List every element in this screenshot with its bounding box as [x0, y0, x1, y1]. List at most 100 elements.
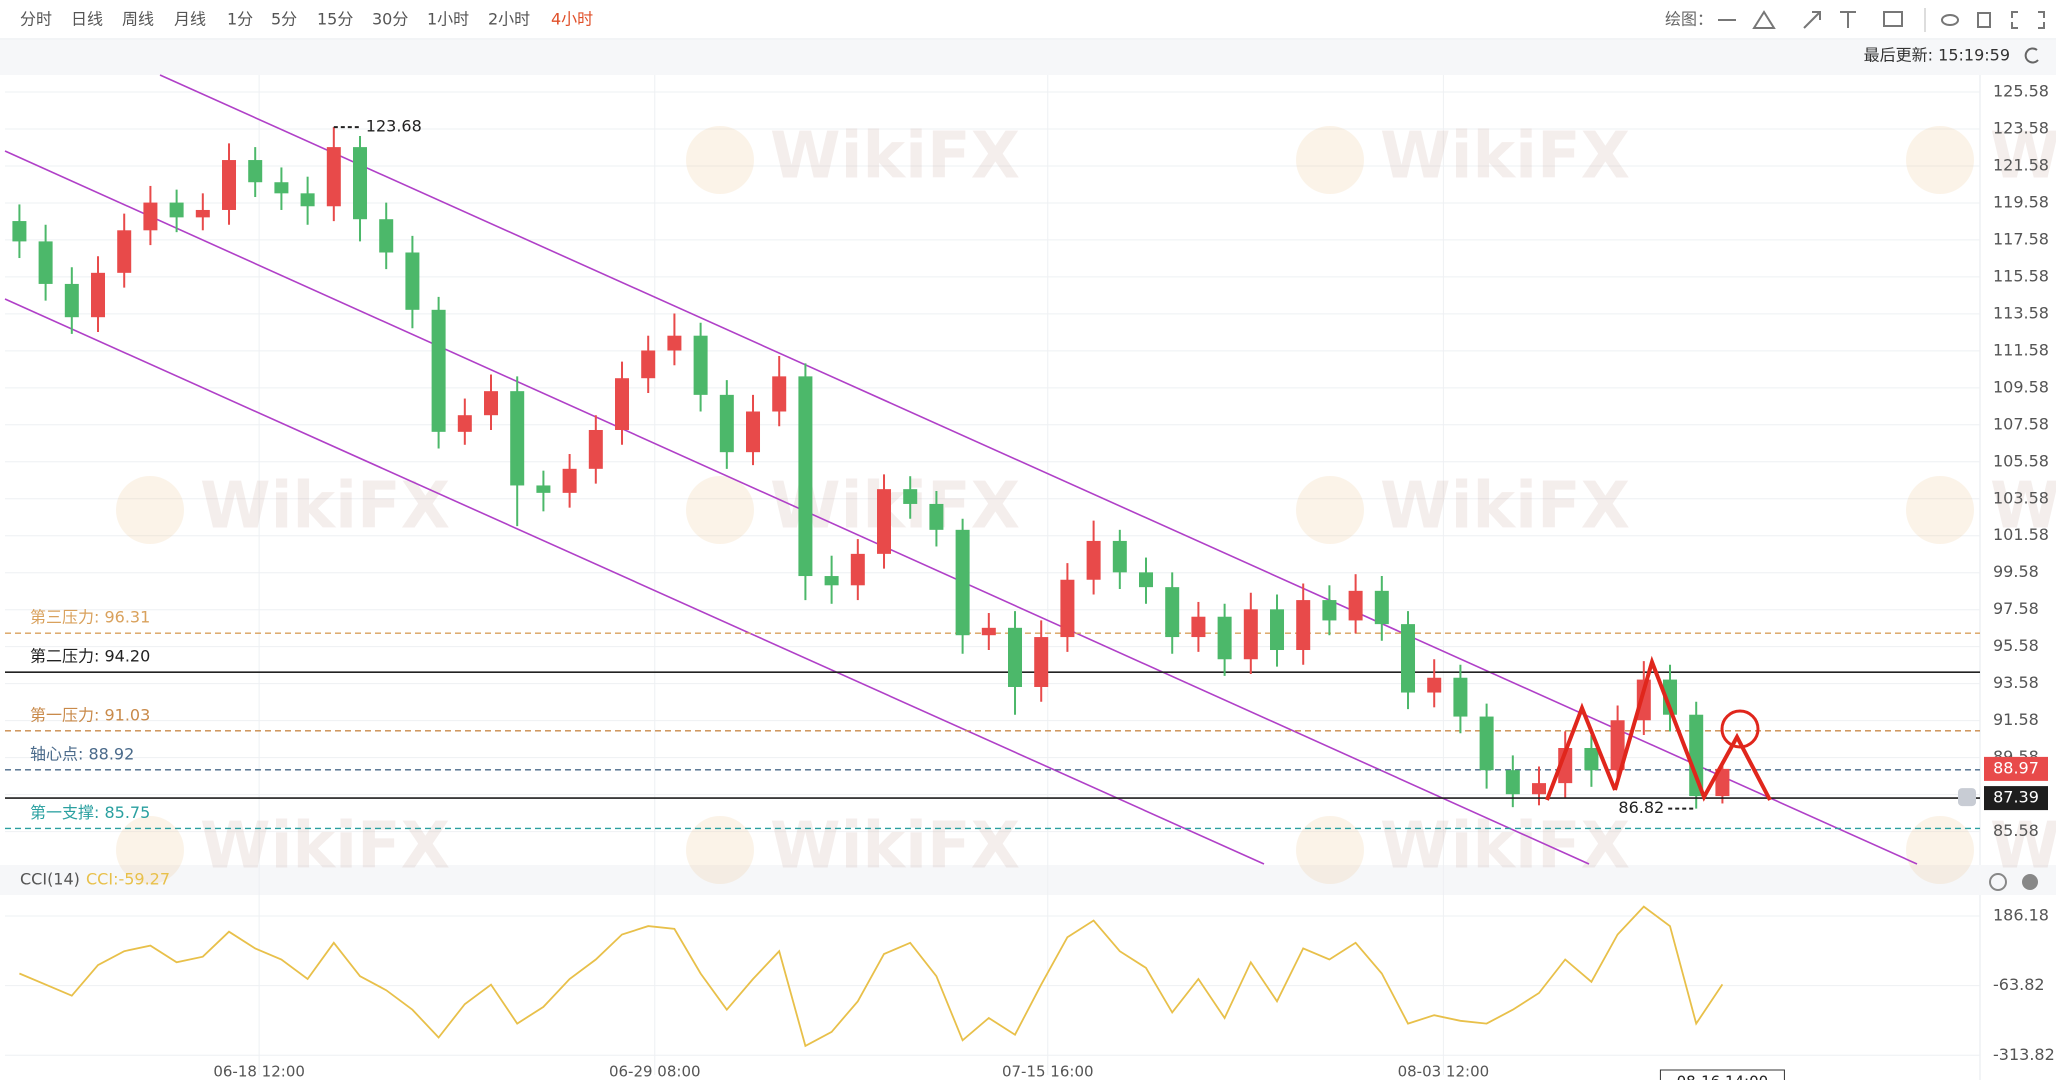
candle-body	[719, 394, 734, 453]
price-tag-label: 87.39	[1993, 788, 2039, 807]
level-label: 第一支撑: 85.75	[30, 803, 150, 822]
cci-line	[19, 905, 1724, 1048]
period-tab[interactable]: 月线	[174, 10, 206, 29]
period-tab[interactable]: 1小时	[427, 10, 469, 29]
watermark-logo	[1296, 476, 1364, 544]
candle-body	[1296, 600, 1311, 651]
watermark-logo	[1906, 816, 1974, 884]
candle-body	[929, 503, 944, 530]
watermark-logo	[686, 476, 754, 544]
x-tick-label: 06-18 12:00	[213, 1063, 305, 1080]
candle-body	[1689, 714, 1704, 797]
candle-body	[1322, 600, 1337, 621]
candle-body	[1217, 616, 1232, 660]
status-bar	[0, 40, 2056, 75]
y-tick-label: 101.58	[1993, 525, 2049, 544]
watermark-logo	[1296, 816, 1364, 884]
annotation-arrows	[1545, 655, 1772, 802]
cci-value: CCI:-59.27	[86, 870, 170, 889]
candle-body	[300, 193, 315, 207]
refresh-icon[interactable]	[2024, 47, 2039, 64]
watermark: WikiFX	[200, 470, 450, 544]
watermark: WikiFX	[1990, 810, 2056, 884]
period-tab[interactable]: 30分	[372, 10, 408, 29]
candle-body	[379, 219, 394, 253]
candle-body	[457, 415, 472, 432]
draw-label: 绘图：	[1665, 10, 1713, 29]
period-tab[interactable]: 5分	[271, 10, 297, 29]
period-tab[interactable]: 分时	[20, 10, 52, 29]
watermarks: WikiFX WikiFX WikiFX WikiFX WikiFX WikiFX Wiki…	[116, 120, 2056, 884]
candle-body	[1584, 747, 1599, 771]
watermark: WikiFX	[1990, 470, 2056, 544]
y-tick-label: 119.58	[1993, 192, 2049, 211]
candle-body	[746, 411, 761, 453]
candle-body	[510, 391, 525, 486]
y-tick-label: 123.58	[1993, 118, 2049, 137]
close-icon[interactable]	[2022, 874, 2038, 890]
y-tick-label: 93.58	[1993, 673, 2039, 692]
y-tick-label: 95.58	[1993, 636, 2039, 655]
candle-body	[1008, 627, 1023, 687]
candle-body	[1401, 624, 1416, 693]
watermark: WikiFX	[770, 120, 1020, 194]
price-tag	[1984, 786, 2048, 811]
period-tab[interactable]: 周线	[122, 10, 154, 29]
draw-tools[interactable]	[1718, 8, 2045, 32]
candle-body	[1636, 679, 1651, 721]
settings-icon[interactable]	[1989, 873, 2007, 891]
watermark: WikiFX	[770, 810, 1020, 884]
max-label: 123.68	[366, 117, 422, 136]
level-label: 第二压力: 94.20	[30, 647, 150, 666]
y-tick-label: -313.82	[1993, 1045, 2055, 1064]
watermark-logo	[116, 816, 184, 884]
candle-body	[169, 202, 184, 218]
period-tab[interactable]: 4小时	[551, 10, 593, 29]
y-tick-label: 107.58	[1993, 414, 2049, 433]
annotation-circle	[1720, 709, 1760, 749]
period-tab[interactable]: 1分	[227, 10, 253, 29]
candle-body	[1243, 609, 1258, 660]
candle-body	[1505, 770, 1520, 795]
period-tab[interactable]: 15分	[317, 10, 353, 29]
period-tab[interactable]: 2小时	[488, 10, 530, 29]
candle-body	[353, 147, 368, 220]
watermark: WikiFX	[1380, 120, 1630, 194]
candle-body	[693, 335, 708, 395]
candle-body	[64, 283, 79, 318]
watermark-logo	[1906, 126, 1974, 194]
candle-body	[484, 391, 499, 416]
y-tick-label: 97.58	[1993, 599, 2039, 618]
y-tick-label: 103.58	[1993, 488, 2049, 507]
candle-body	[1663, 679, 1678, 715]
candle-body	[405, 252, 420, 310]
watermark: WikiFX	[1380, 810, 1630, 884]
watermark-logo	[686, 126, 754, 194]
candle-body	[117, 230, 132, 273]
candle-body	[588, 429, 603, 469]
candle-body	[326, 147, 341, 207]
y-tick-label: 111.58	[1993, 340, 2049, 359]
min-label: 86.82	[1618, 798, 1664, 817]
y-tick-label: 109.58	[1993, 377, 2049, 396]
y-tick-label: -63.82	[1993, 975, 2045, 994]
candle-body	[877, 489, 892, 554]
candle-body	[667, 335, 682, 351]
candle-body	[1034, 637, 1049, 687]
candle-body	[798, 376, 813, 577]
candle-body	[824, 576, 839, 586]
level-label: 第三压力: 96.31	[30, 608, 150, 627]
period-tab[interactable]: 日线	[71, 10, 103, 29]
candle-body	[641, 350, 656, 379]
toolbar-bg	[0, 0, 2056, 39]
candle-body	[850, 553, 865, 586]
y-tick-label: 113.58	[1993, 303, 2049, 322]
candle-body	[1270, 609, 1285, 651]
candle-body	[615, 378, 630, 430]
candle-body	[12, 221, 27, 242]
candle-body	[1086, 540, 1101, 580]
y-tick-label: 91.58	[1993, 710, 2039, 729]
cursor-box	[1659, 1069, 1785, 1080]
